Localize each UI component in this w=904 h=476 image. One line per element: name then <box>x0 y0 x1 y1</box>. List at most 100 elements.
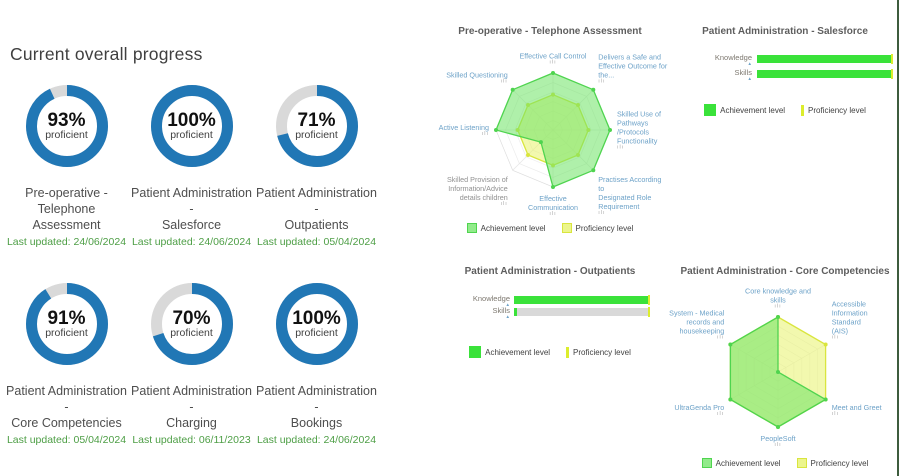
donut-title-line: Bookings <box>290 416 343 430</box>
donut-title-line: Telephone Assessment <box>32 202 101 232</box>
donut-title-line: Pre-operative - <box>25 186 108 200</box>
proficiency-marker <box>890 69 893 79</box>
donut-ring[interactable] <box>146 278 238 370</box>
progress-donut-card: 100% proficient Patient Administration - Sa… <box>129 80 254 248</box>
mini-chart-icon: ılı <box>774 303 782 310</box>
mini-chart-icon: ılı <box>717 411 725 417</box>
legend-item[interactable]: Achievement level <box>704 104 785 116</box>
donut-center-text: 70% proficient <box>146 278 238 370</box>
legend-item[interactable]: Proficiency level <box>801 104 866 116</box>
chart-title: Patient Administration - Core Competenci… <box>680 266 890 277</box>
mini-chart-icon: ılı <box>500 78 508 85</box>
radar-axis-label-line: Delivers a Safe and <box>598 52 661 62</box>
radar-axis-label-line: Skilled Use of <box>617 109 661 119</box>
bar-category-label: Skills ▲ <box>432 306 510 320</box>
donut-title-line: Patient Administration - <box>6 384 127 414</box>
page-right-border <box>897 0 899 476</box>
radar-axis-label-line: Skilled Questioning <box>446 70 508 80</box>
radar-plot[interactable] <box>672 262 898 476</box>
donut-title-line: Charging <box>166 416 217 430</box>
donut-ring[interactable] <box>21 278 113 370</box>
donut-proficient-label: proficient <box>170 129 213 142</box>
radar-axis-label: Meet and Greet ılı <box>832 403 882 418</box>
donut-ring[interactable] <box>146 80 238 172</box>
proficiency-marker <box>647 295 650 305</box>
achievement-bar[interactable] <box>757 55 893 63</box>
filter-icon: ▲ <box>505 314 510 320</box>
chart-title: Pre-operative - Telephone Assessment <box>458 26 642 37</box>
bar-category-label: Knowledge ▲ <box>432 294 510 308</box>
donut-card-title: Patient Administration - Core Competencie… <box>4 383 129 431</box>
donut-gauge[interactable]: 100% proficient <box>146 80 238 172</box>
legend-item[interactable]: Proficiency level <box>566 346 631 358</box>
radar-axis-label: Effective Call Control ılı <box>520 52 587 67</box>
bar-chart-patient-administration-outpatients[interactable]: Patient Administration - Outpatients Know… <box>432 262 668 374</box>
mini-chart-icon: ılı <box>481 130 489 137</box>
donut-card-title: Pre-operative - Telephone Assessment <box>4 185 129 233</box>
donut-center-text: 93% proficient <box>21 80 113 172</box>
legend-item[interactable]: Proficiency level <box>561 223 634 233</box>
radar-plot[interactable] <box>432 22 668 260</box>
mini-chart-icon: ılı <box>549 211 557 217</box>
donut-gauge[interactable]: 70% proficient <box>146 278 238 370</box>
donut-last-updated: Last updated: 24/06/2024 <box>131 236 252 248</box>
donut-last-updated: Last updated: 05/04/2024 <box>6 434 127 446</box>
donut-center-text: 71% proficient <box>271 80 363 172</box>
bar-category-label: Skills ▲ <box>672 68 752 82</box>
bar-category-label: Knowledge ▲ <box>672 53 752 67</box>
radar-axis-label-line: Accessible <box>831 299 867 309</box>
filter-icon: ▲ <box>505 302 510 308</box>
donut-card-title: Patient Administration - Bookings <box>254 383 379 431</box>
radar-axis-label: System - Medical records and housekeeping ı… <box>669 309 724 342</box>
donut-gauge[interactable]: 91% proficient <box>21 278 113 370</box>
legend-item[interactable]: Achievement level <box>466 223 546 233</box>
radar-axis-label: Delivers a Safe and Effective Outcome for… <box>598 52 667 85</box>
radar-chart-patient-administration-core-competencies[interactable]: Patient Administration - Core Competenci… <box>669 262 898 476</box>
donut-percent-value: 91% <box>47 307 86 329</box>
mini-chart-icon: ılı <box>717 334 725 341</box>
legend-item[interactable]: Proficiency level <box>796 458 868 468</box>
achievement-legend-swatch <box>704 104 717 116</box>
legend-label: Achievement level <box>485 347 551 357</box>
donut-ring[interactable] <box>271 278 363 370</box>
radar-axis-label-line: skills <box>770 295 786 305</box>
mini-chart-icon: ılı <box>831 334 839 341</box>
donut-ring[interactable] <box>271 80 363 172</box>
radar-axis-label-line: details children <box>459 193 508 203</box>
donut-gauge[interactable]: 100% proficient <box>271 278 363 370</box>
radar-chart-pre-operative-telephone-assessment[interactable]: Pre-operative - Telephone Assessment Effe… <box>432 22 668 260</box>
donut-center-text: 91% proficient <box>21 278 113 370</box>
filter-icon: ▲ <box>747 76 752 82</box>
radar-axis-label-line: housekeeping <box>679 326 725 336</box>
donut-title-line: Core Competencies <box>11 416 122 430</box>
bar-track[interactable] <box>757 54 893 64</box>
chart-legend: Achievement level Proficiency level <box>672 458 898 468</box>
proficiency-legend-swatch <box>566 346 570 358</box>
radar-axis-label: Accessible Information Standard (AIS) ılı <box>832 300 898 342</box>
radar-axis-label-line: Effective Outcome for <box>598 61 668 71</box>
legend-label: Achievement level <box>480 223 546 233</box>
radar-axis-label-line: UltraGenda Pro <box>674 403 725 412</box>
radar-axis-label: Skilled Provision of Information/Advice de… <box>447 175 508 208</box>
bar-chart-patient-administration-salesforce[interactable]: Patient Administration - Salesforce Knowl… <box>672 22 898 252</box>
legend-item[interactable]: Achievement level <box>469 346 550 358</box>
donut-gauge[interactable]: 93% proficient <box>21 80 113 172</box>
donut-ring[interactable] <box>21 80 113 172</box>
bar-track[interactable] <box>757 69 893 79</box>
donut-last-updated: Last updated: 24/06/2024 <box>256 434 377 446</box>
mini-chart-icon: ılı <box>774 442 782 448</box>
bar-track[interactable] <box>514 295 650 305</box>
legend-item[interactable]: Achievement level <box>701 458 781 468</box>
radar-axis-label-line: Effective <box>539 194 567 203</box>
donut-gauge[interactable]: 71% proficient <box>271 80 363 172</box>
bar-track[interactable] <box>514 307 650 317</box>
donut-percent-value: 93% <box>47 109 86 131</box>
achievement-bar[interactable] <box>514 296 650 304</box>
donut-title-line: Patient Administration - <box>131 186 252 216</box>
legend-label: Proficiency level <box>575 223 634 233</box>
achievement-bar[interactable] <box>514 308 517 316</box>
achievement-bar[interactable] <box>757 70 893 78</box>
donut-percent-value: 100% <box>167 109 216 131</box>
legend-label: Proficiency level <box>573 347 631 357</box>
